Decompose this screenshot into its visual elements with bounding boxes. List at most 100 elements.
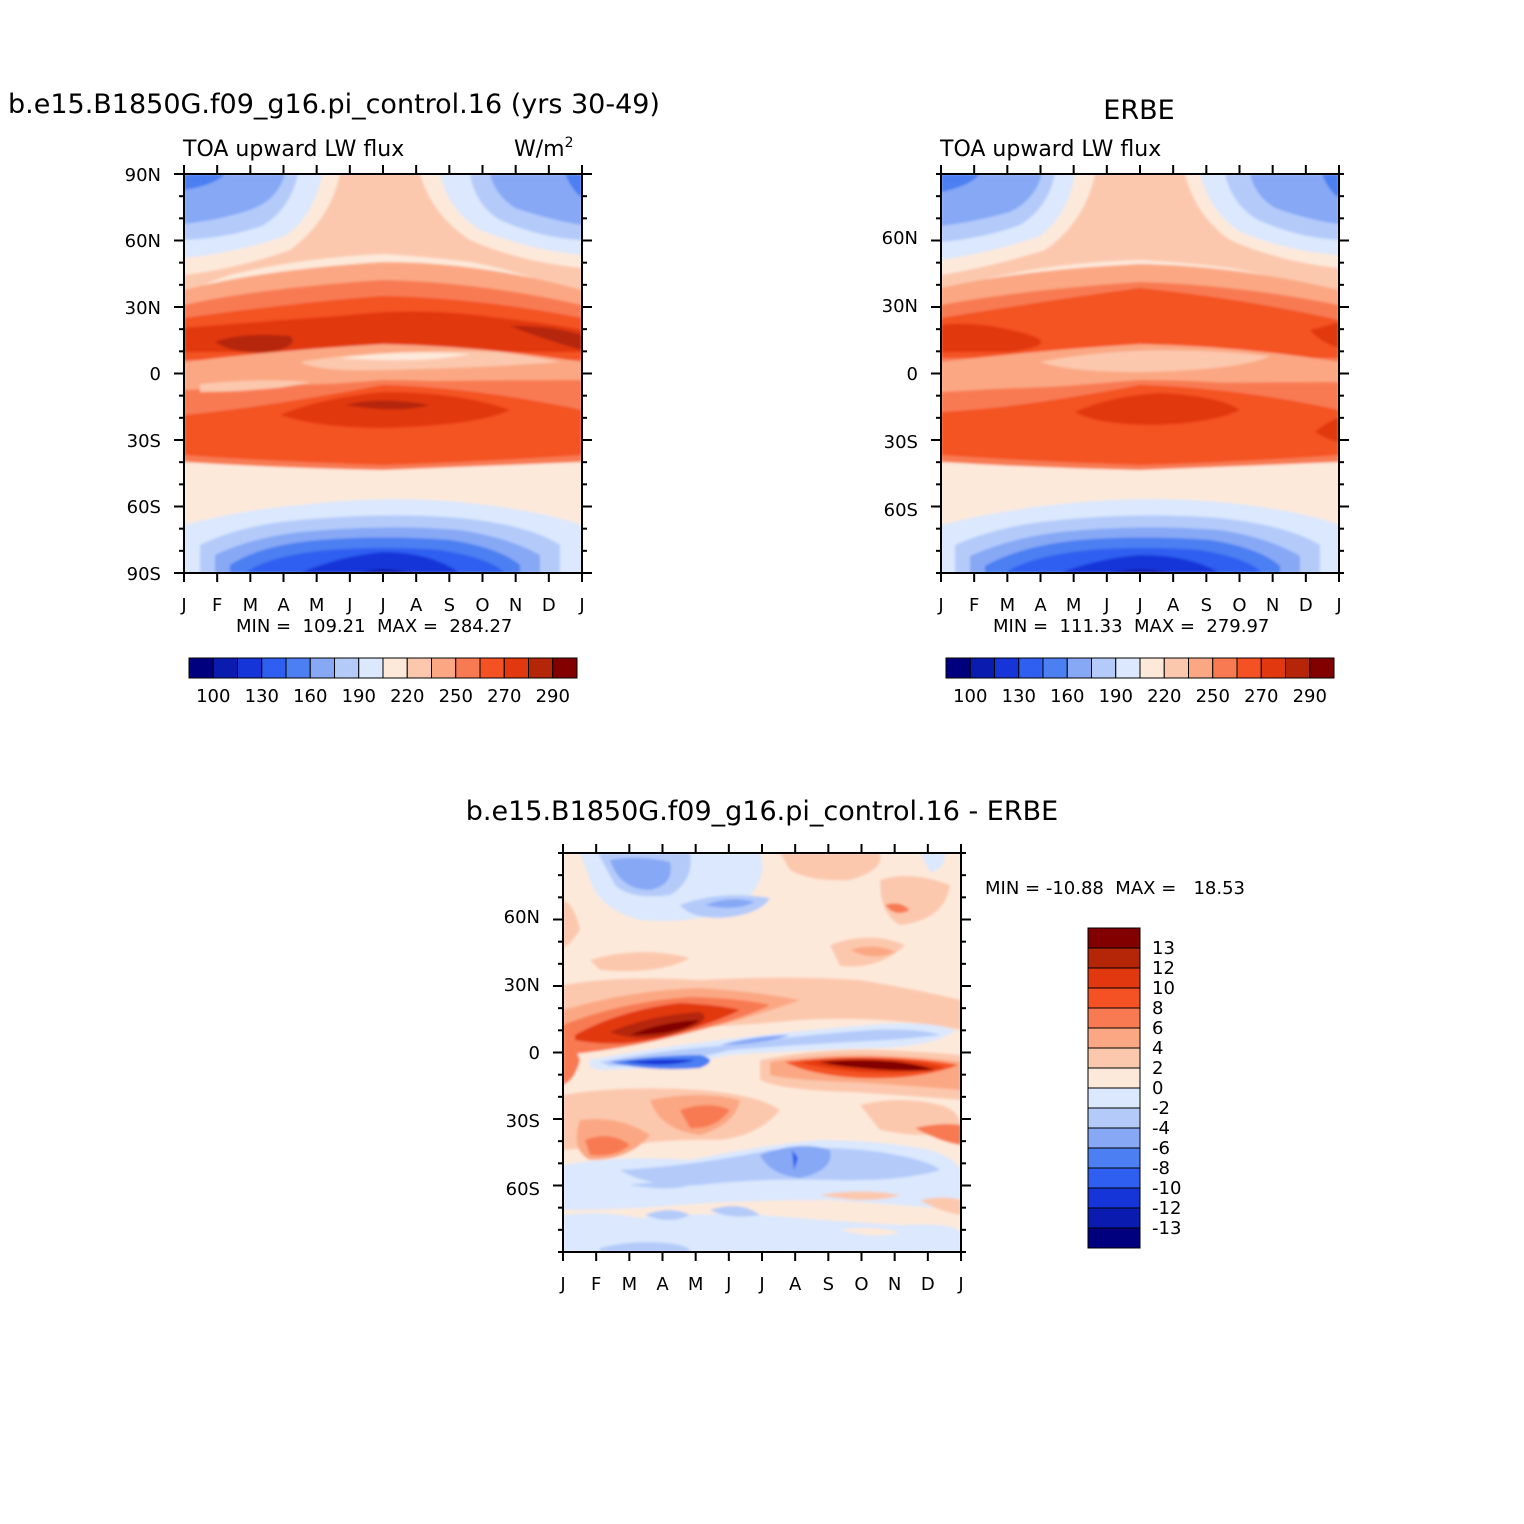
tick-label: 0 [529, 1043, 540, 1064]
colorbar-swatch [1087, 1127, 1141, 1149]
month-label: A [410, 595, 423, 616]
tick-label: 30N [125, 298, 161, 319]
diff-field [563, 853, 961, 1252]
colorbar-label: 220 [390, 686, 424, 707]
month-label: S [823, 1274, 834, 1295]
colorbar-swatch [1309, 657, 1335, 679]
colorbar-label: 12 [1152, 958, 1175, 979]
colorbar-label: 10 [1152, 978, 1175, 999]
colorbar-label: -4 [1152, 1118, 1170, 1139]
colorbar-label: 220 [1147, 686, 1181, 707]
colorbar-label: -2 [1152, 1098, 1170, 1119]
colorbar-label: 160 [1050, 686, 1084, 707]
month-label: N [509, 595, 522, 616]
month-label: M [622, 1274, 638, 1295]
tick-label: 60N [504, 907, 540, 928]
month-label: S [444, 595, 455, 616]
colorbar-swatch [1018, 657, 1044, 679]
obs-stats: MIN = 111.33 MAX = 279.97 [993, 616, 1269, 637]
colorbar-swatch [479, 657, 505, 679]
diff-panel: b.e15.B1850G.f09_g16.pi_control.16 - ERB… [466, 796, 1245, 1295]
colorbar-label: 130 [245, 686, 279, 707]
colorbar-swatch [1285, 657, 1311, 679]
month-label: J [725, 1274, 731, 1295]
colorbar-label: 6 [1152, 1018, 1163, 1039]
colorbar-swatch [1087, 1107, 1141, 1129]
diff-axis-ticks [553, 844, 971, 1261]
colorbar-swatch [309, 657, 335, 679]
colorbar-swatch [1163, 657, 1189, 679]
model-title: b.e15.B1850G.f09_g16.pi_control.16 (yrs … [8, 89, 660, 120]
colorbar-label: 250 [1196, 686, 1230, 707]
colorbar-swatch [1139, 657, 1165, 679]
colorbar-label: 270 [1244, 686, 1278, 707]
obs-axis-ticks [931, 165, 1349, 582]
month-label: O [1232, 595, 1246, 616]
colorbar-label: 130 [1002, 686, 1036, 707]
month-label: D [921, 1274, 935, 1295]
month-label: J [758, 1274, 764, 1295]
tick-label: 0 [150, 364, 161, 385]
month-label: A [1167, 595, 1180, 616]
month-label: J [1103, 595, 1109, 616]
colorbar-swatch [969, 657, 995, 679]
colorbar-swatch [1260, 657, 1286, 679]
month-label: J [937, 595, 943, 616]
colorbar-swatch [1087, 967, 1141, 989]
tick-label: 90N [125, 165, 161, 186]
colorbar-label: 290 [1293, 686, 1327, 707]
colorbar-label: 100 [953, 686, 987, 707]
model-colorbar: 100 130 160 190 220 250 270 290 [188, 657, 578, 707]
colorbar-label: 13 [1152, 938, 1175, 959]
model-field [184, 174, 582, 573]
colorbar-swatch [1087, 1087, 1141, 1109]
colorbar-label: 0 [1152, 1078, 1163, 1099]
colorbar-label: -13 [1152, 1218, 1181, 1239]
tick-label: 60S [127, 497, 161, 518]
colorbar-swatch [945, 657, 971, 679]
month-label: O [475, 595, 489, 616]
colorbar-swatch [455, 657, 481, 679]
obs-lat-labels: 60N 30N 0 30S 60S [882, 228, 918, 521]
colorbar-label: -8 [1152, 1158, 1170, 1179]
month-label: M [688, 1274, 704, 1295]
month-label: S [1201, 595, 1212, 616]
colorbar-swatch [528, 657, 554, 679]
colorbar-label: 290 [536, 686, 570, 707]
colorbar-swatch [1087, 1007, 1141, 1029]
colorbar-swatch [406, 657, 432, 679]
colorbar-swatch [1087, 1147, 1141, 1169]
month-label: J [180, 595, 186, 616]
obs-title: ERBE [1103, 95, 1174, 126]
colorbar-swatch [1087, 1027, 1141, 1049]
tick-label: 0 [907, 364, 918, 385]
colorbar-label: 270 [487, 686, 521, 707]
colorbar-swatch [212, 657, 238, 679]
colorbar-label: 190 [1099, 686, 1133, 707]
colorbar-swatch [382, 657, 408, 679]
colorbar-swatch [1087, 1047, 1141, 1069]
model-panel: b.e15.B1850G.f09_g16.pi_control.16 (yrs … [8, 89, 660, 707]
colorbar-swatch [261, 657, 287, 679]
colorbar-swatch [1236, 657, 1262, 679]
tick-label: 30N [882, 296, 918, 317]
month-label: J [957, 1274, 963, 1295]
colorbar-swatch [1087, 1067, 1141, 1089]
month-label: A [789, 1274, 802, 1295]
colorbar-label: 100 [196, 686, 230, 707]
tick-label: 60N [125, 231, 161, 252]
model-units: W/m2 [514, 135, 574, 162]
colorbar-swatch [1115, 657, 1141, 679]
month-label: J [346, 595, 352, 616]
colorbar-swatch [1212, 657, 1238, 679]
obs-colorbar: 100 130 160 190 220 250 270 290 [945, 657, 1335, 707]
colorbar-swatch [994, 657, 1020, 679]
colorbar-swatch [188, 657, 214, 679]
month-label: J [379, 595, 385, 616]
colorbar-swatch [1087, 1207, 1141, 1229]
month-label: A [656, 1274, 669, 1295]
colorbar-swatch [1091, 657, 1117, 679]
colorbar-swatch [1087, 1167, 1141, 1189]
